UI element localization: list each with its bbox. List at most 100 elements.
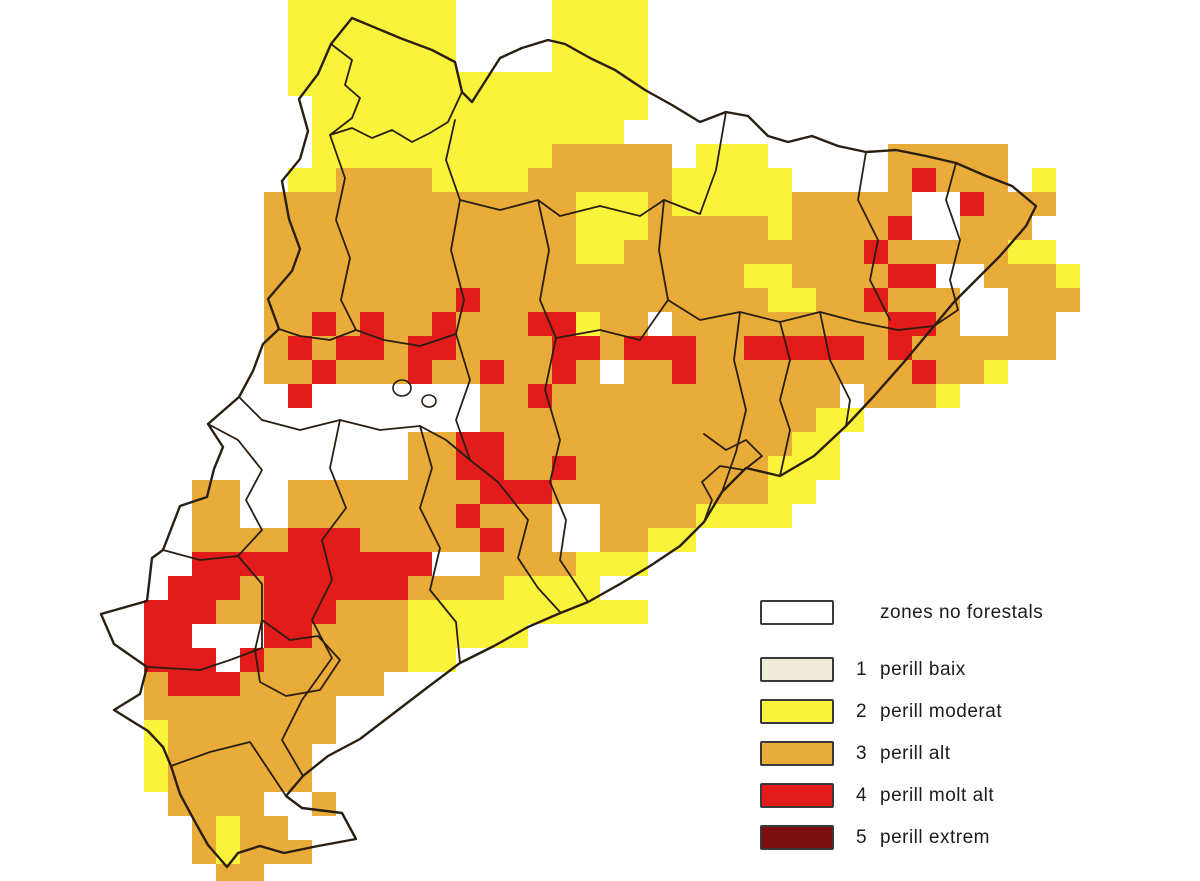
map-cell-o bbox=[336, 360, 408, 384]
map-cell-y bbox=[696, 504, 792, 528]
legend-label: perill molt alt bbox=[880, 784, 995, 806]
map-cell-o bbox=[336, 168, 432, 192]
map-cell-y bbox=[768, 216, 792, 240]
map-cell-r bbox=[552, 336, 600, 360]
map-cell-o bbox=[336, 600, 408, 624]
map-legend: zones no forestals 1 perill baix 2 peril… bbox=[760, 600, 1180, 867]
map-cell-y bbox=[408, 600, 648, 624]
map-cell-o bbox=[792, 216, 888, 240]
map-cell-y bbox=[552, 0, 648, 24]
map-cell-o bbox=[408, 432, 456, 456]
map-cell-y bbox=[552, 24, 648, 48]
map-cell-o bbox=[240, 576, 264, 600]
map-cell-o bbox=[216, 600, 264, 624]
map-cell-o bbox=[888, 144, 1008, 168]
legend-item: 3 perill alt bbox=[760, 741, 1180, 766]
map-cell-o bbox=[264, 648, 408, 672]
boundary-line bbox=[147, 619, 263, 671]
map-cell-y bbox=[936, 384, 960, 408]
map-cell-w bbox=[936, 264, 984, 288]
boundary-line bbox=[238, 396, 471, 461]
map-cell-o bbox=[864, 336, 888, 360]
map-cell-w bbox=[288, 816, 360, 840]
map-cell-r bbox=[312, 360, 336, 384]
map-cell-r bbox=[456, 288, 480, 312]
map-cell-o bbox=[144, 696, 336, 720]
map-cell-o bbox=[504, 528, 552, 552]
boundary-line bbox=[469, 459, 561, 613]
map-cell-w bbox=[552, 504, 600, 528]
map-cell-y bbox=[288, 168, 336, 192]
boundary-line bbox=[329, 43, 463, 143]
map-cell-r bbox=[912, 360, 936, 384]
map-cell-o bbox=[168, 768, 312, 792]
legend-item: 1 perill baix bbox=[760, 657, 1180, 682]
map-cell-y bbox=[288, 48, 456, 72]
map-cell-o bbox=[384, 336, 408, 360]
map-cell-w bbox=[552, 528, 600, 552]
map-cell-w bbox=[432, 552, 480, 576]
map-cell-r bbox=[168, 576, 240, 600]
boundary-line bbox=[933, 162, 961, 327]
map-cell-o bbox=[408, 576, 504, 600]
map-cell-w bbox=[216, 408, 480, 432]
map-cell-w bbox=[312, 384, 480, 408]
legend-level-number: 5 bbox=[856, 826, 867, 848]
boundary-line bbox=[99, 16, 1038, 869]
map-cell-r bbox=[480, 480, 552, 504]
legend-color-swatch bbox=[760, 600, 834, 625]
map-cell-w bbox=[264, 792, 312, 816]
legend-color-swatch bbox=[760, 657, 834, 682]
map-cell-o bbox=[648, 216, 768, 240]
comarca-borders-layer bbox=[99, 16, 1038, 869]
map-cell-r bbox=[552, 360, 576, 384]
map-cell-r bbox=[888, 264, 936, 288]
map-cell-o bbox=[264, 216, 576, 240]
boundary-line bbox=[254, 619, 341, 697]
map-cell-o bbox=[168, 720, 336, 744]
map-cell-r bbox=[144, 600, 216, 624]
map-cell-w bbox=[216, 432, 408, 456]
map-cell-r bbox=[744, 336, 864, 360]
boundary-line bbox=[721, 311, 747, 493]
map-cell-o bbox=[576, 360, 600, 384]
map-cell-o bbox=[504, 456, 552, 480]
map-cell-y bbox=[984, 360, 1008, 384]
legend-color-swatch bbox=[760, 825, 834, 850]
small-enclave-ring bbox=[421, 394, 437, 408]
map-cell-o bbox=[384, 312, 432, 336]
map-cell-y bbox=[216, 816, 240, 840]
map-cell-y bbox=[696, 144, 768, 168]
map-cell-y bbox=[312, 144, 528, 168]
map-cell-o bbox=[480, 288, 768, 312]
map-cell-y bbox=[744, 264, 792, 288]
map-cell-w bbox=[672, 144, 696, 168]
map-cell-y bbox=[672, 168, 792, 192]
map-cell-r bbox=[288, 336, 312, 360]
map-cell-o bbox=[552, 144, 672, 168]
map-cell-w bbox=[600, 360, 624, 384]
map-cell-o bbox=[192, 504, 240, 528]
boundary-line bbox=[857, 151, 891, 321]
small-enclave-ring bbox=[392, 379, 412, 397]
map-cell-o bbox=[696, 360, 912, 384]
map-cell-w bbox=[912, 216, 960, 240]
map-cell-o bbox=[888, 240, 1008, 264]
map-cell-o bbox=[240, 840, 312, 864]
map-cell-r bbox=[480, 528, 504, 552]
map-cell-o bbox=[504, 360, 552, 384]
map-cell-o bbox=[792, 264, 888, 288]
map-cell-o bbox=[264, 288, 456, 312]
legend-label: perill alt bbox=[880, 742, 951, 764]
map-cell-y bbox=[576, 240, 624, 264]
map-cell-r bbox=[312, 312, 336, 336]
map-cell-y bbox=[288, 72, 648, 96]
map-cell-r bbox=[888, 216, 912, 240]
map-cell-y bbox=[792, 432, 840, 456]
legend-label: perill extrem bbox=[880, 826, 990, 848]
map-cell-r bbox=[912, 168, 936, 192]
map-cell-o bbox=[192, 840, 216, 864]
map-cell-y bbox=[552, 48, 648, 72]
map-cell-o bbox=[432, 360, 480, 384]
